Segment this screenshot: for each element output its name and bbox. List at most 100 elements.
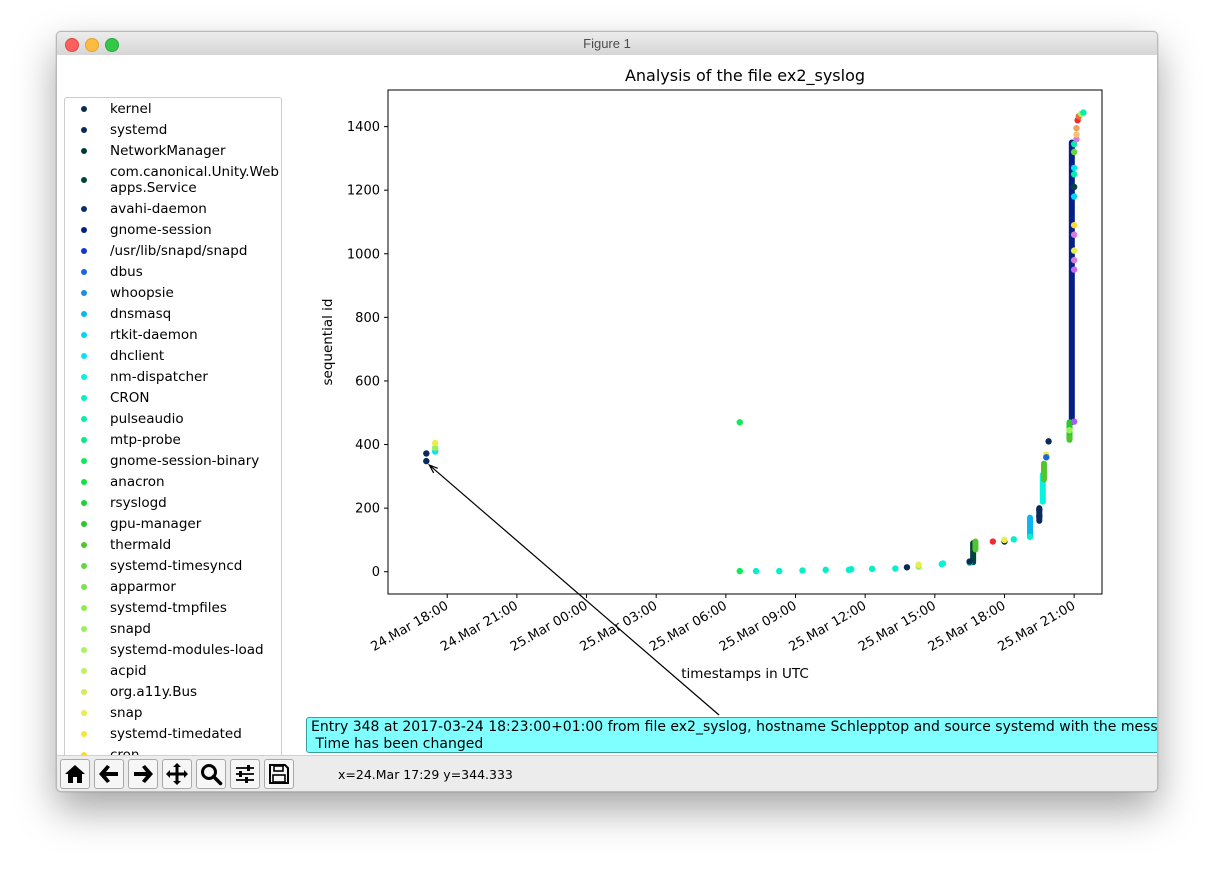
x-tick-label: 24.Mar 21:00 xyxy=(438,598,521,654)
legend-label: dhclient xyxy=(110,348,165,364)
legend-label: kernel xyxy=(110,101,152,117)
legend-marker xyxy=(81,332,87,338)
data-point xyxy=(776,567,783,575)
y-tick-label: 200 xyxy=(355,502,380,517)
figure-canvas[interactable]: 24.Mar 18:00 24.Mar 21:00 25.Mar 00:00 25.M… xyxy=(57,55,1157,755)
data-point xyxy=(799,567,806,574)
legend-marker xyxy=(81,605,87,611)
y-tick-label: 1200 xyxy=(347,184,380,199)
data-point xyxy=(1070,231,1078,238)
y-tick-label: 600 xyxy=(355,374,380,389)
data-point xyxy=(423,457,430,465)
legend-label: gpu-manager xyxy=(110,516,202,532)
annotation-arrow xyxy=(427,463,720,716)
legend-label: pulseaudio xyxy=(110,411,184,427)
data-point xyxy=(752,567,760,575)
legend-marker xyxy=(81,731,87,737)
annotation-arrow-head xyxy=(427,463,438,474)
y-tick-label: 800 xyxy=(355,311,380,326)
legend-label: systemd xyxy=(110,122,168,138)
title-bar: Figure 1 xyxy=(57,32,1157,56)
y-tick-label: 400 xyxy=(355,438,380,453)
legend-label: avahi-daemon xyxy=(110,201,207,217)
data-point xyxy=(1070,164,1078,172)
data-point xyxy=(1066,434,1073,442)
legend-marker xyxy=(81,227,87,233)
legend-label: mtp-probe xyxy=(110,432,181,448)
x-tick-label: 25.Mar 00:00 xyxy=(508,598,591,654)
x-tick-label: 25.Mar 09:00 xyxy=(717,598,800,654)
data-point xyxy=(1036,512,1043,520)
data-point xyxy=(848,565,855,573)
axes-frame xyxy=(387,89,1103,595)
data-point xyxy=(1045,438,1052,445)
close-window-button[interactable] xyxy=(65,38,79,52)
legend-marker xyxy=(81,290,87,296)
zoom-button[interactable] xyxy=(196,759,226,789)
minimize-window-button[interactable] xyxy=(85,38,99,52)
legend-label: gnome-session xyxy=(110,222,212,238)
x-tick-label: 25.Mar 06:00 xyxy=(647,598,730,654)
cursor-coordinates: x=24.Mar 17:29 y=344.333 xyxy=(338,767,513,782)
figure-window: Figure 1 24.Mar 18:00 24.Mar 21:00 25.Mar … xyxy=(56,31,1158,792)
legend-marker xyxy=(81,584,87,590)
pan-button[interactable] xyxy=(162,759,192,789)
data-point xyxy=(1073,136,1080,143)
sliders-icon xyxy=(236,765,254,783)
legend-label: acpid xyxy=(110,663,147,679)
save-button[interactable] xyxy=(264,759,294,789)
legend-label: CRON xyxy=(110,390,150,406)
legend-marker xyxy=(81,248,87,254)
legend-label: whoopsie xyxy=(110,285,174,301)
plot-marks xyxy=(423,109,1087,575)
x-tick-label: 25.Mar 12:00 xyxy=(786,598,869,654)
back-button[interactable] xyxy=(94,759,124,789)
data-point xyxy=(736,567,743,575)
forward-button[interactable] xyxy=(128,759,158,789)
legend-label: systemd-tmpfiles xyxy=(110,600,227,616)
data-point xyxy=(868,565,876,573)
arrow-left-icon xyxy=(99,765,118,783)
configure-subplots-button[interactable] xyxy=(230,759,260,789)
legend-label: cron xyxy=(110,747,140,755)
data-point xyxy=(1070,140,1078,148)
y-tick-label: 1400 xyxy=(347,120,380,135)
magnifier-icon xyxy=(201,764,223,786)
data-point xyxy=(915,561,922,568)
legend-marker xyxy=(81,206,87,212)
y-tick-label: 0 xyxy=(372,565,380,580)
annotation-arrow-line xyxy=(428,464,720,716)
data-point xyxy=(1026,533,1034,540)
legend-marker xyxy=(81,479,87,485)
x-tick-label: 25.Mar 21:00 xyxy=(995,598,1078,654)
x-tick-label: 25.Mar 03:00 xyxy=(578,598,661,654)
data-point xyxy=(1001,536,1008,544)
legend-label: systemd-timesyncd xyxy=(110,558,243,574)
legend-marker xyxy=(81,311,87,317)
x-tick-label: 24.Mar 18:00 xyxy=(369,598,452,654)
legend-marker xyxy=(81,542,87,548)
legend-marker xyxy=(81,353,87,359)
home-button[interactable] xyxy=(60,759,90,789)
data-point xyxy=(903,564,911,571)
data-point xyxy=(1070,247,1078,254)
legend-marker xyxy=(81,416,87,422)
data-point xyxy=(1073,131,1080,138)
legend-label: rtkit-daemon xyxy=(110,327,198,343)
data-point xyxy=(423,450,430,457)
legend-marker xyxy=(81,626,87,632)
legend-label: anacron xyxy=(110,474,165,490)
x-tick-label: 25.Mar 18:00 xyxy=(926,598,1009,654)
maximize-window-button[interactable] xyxy=(105,38,119,52)
data-point xyxy=(736,419,743,426)
x-tick-label: 25.Mar 15:00 xyxy=(856,598,939,654)
annotation-tooltip: Entry 348 at 2017-03-24 18:23:00+01:00 f… xyxy=(306,717,1157,753)
y-tick-label: 1000 xyxy=(347,247,380,262)
data-point xyxy=(1080,109,1087,116)
legend-label: NetworkManager xyxy=(110,143,226,159)
y-axis-ticks: 0 200 400 600 800 1000 1200 1400 xyxy=(347,120,388,580)
legend-label: snapd xyxy=(110,621,152,637)
data-point xyxy=(1070,266,1078,273)
